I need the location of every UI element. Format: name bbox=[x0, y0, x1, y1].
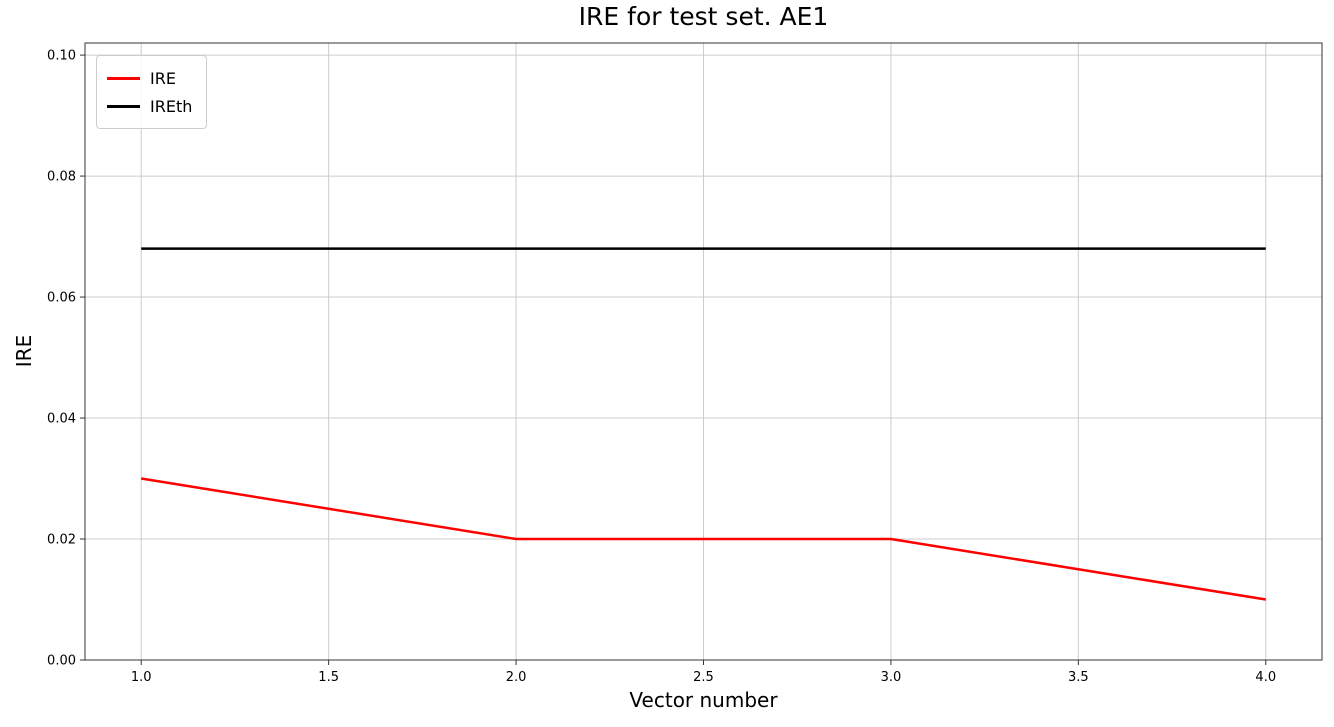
svg-text:0.00: 0.00 bbox=[47, 654, 76, 669]
svg-text:4.0: 4.0 bbox=[1255, 670, 1276, 685]
svg-text:3.0: 3.0 bbox=[881, 670, 902, 685]
chart-title: IRE for test set. AE1 bbox=[578, 2, 829, 31]
legend-item-ireth: IREth bbox=[107, 92, 192, 120]
svg-text:0.08: 0.08 bbox=[47, 170, 76, 185]
svg-text:1.0: 1.0 bbox=[131, 670, 152, 685]
svg-text:0.04: 0.04 bbox=[47, 412, 76, 427]
svg-text:0.06: 0.06 bbox=[47, 291, 76, 306]
svg-text:0.02: 0.02 bbox=[47, 533, 76, 548]
y-axis-label: IRE bbox=[12, 334, 36, 368]
svg-text:2.5: 2.5 bbox=[693, 670, 714, 685]
ireth-line-swatch bbox=[107, 104, 140, 108]
svg-text:1.5: 1.5 bbox=[318, 670, 339, 685]
x-axis-label: Vector number bbox=[629, 688, 778, 712]
svg-text:2.0: 2.0 bbox=[506, 670, 527, 685]
legend-label-ire: IRE bbox=[150, 68, 176, 88]
legend-item-ire: IRE bbox=[107, 64, 192, 92]
ire-line-swatch bbox=[107, 76, 140, 80]
svg-text:3.5: 3.5 bbox=[1068, 670, 1089, 685]
legend: IRE IREth bbox=[96, 55, 208, 129]
svg-text:0.10: 0.10 bbox=[47, 49, 76, 64]
legend-label-ireth: IREth bbox=[150, 96, 193, 116]
